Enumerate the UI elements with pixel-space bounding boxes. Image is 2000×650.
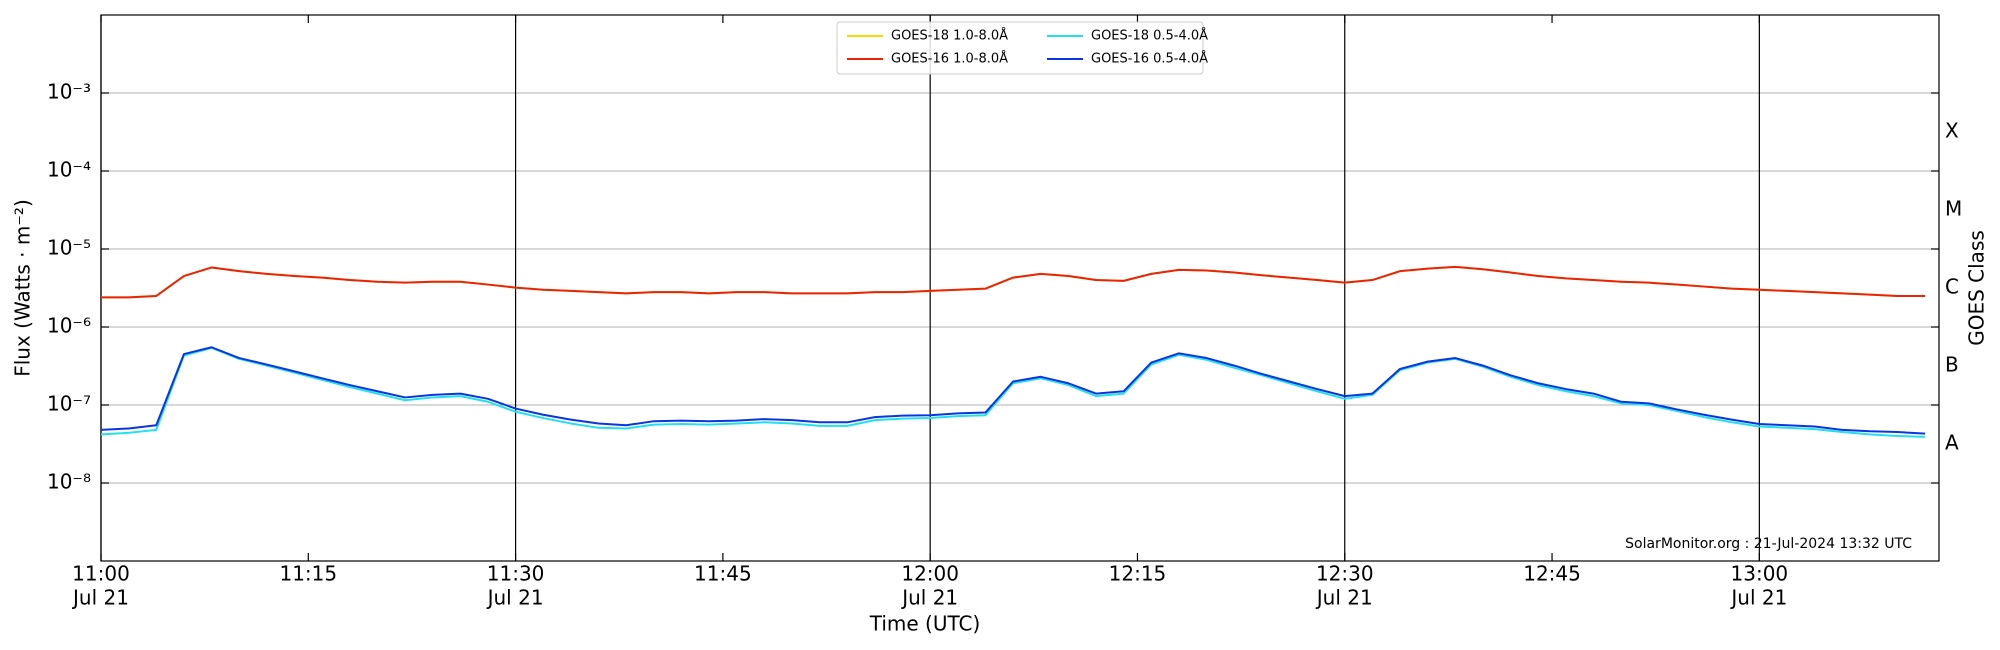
series-line [101, 346, 1926, 435]
x-tick-label: 11:15 [279, 562, 337, 586]
legend-label: GOES-18 1.0-8.0Å [891, 28, 1008, 44]
x-tick-date: Jul 21 [71, 586, 129, 610]
x-tick-label: 12:45 [1523, 562, 1581, 586]
y2-tick-label: M [1945, 197, 1962, 221]
x-tick-date: Jul 21 [900, 586, 958, 610]
y2-tick-label: C [1945, 275, 1959, 299]
x-tick-label: 12:30 [1316, 562, 1374, 586]
x-tick-date: Jul 21 [1729, 586, 1787, 610]
y-tick-label: 10⁻³ [47, 80, 91, 104]
legend: GOES-18 1.0-8.0Å GOES-16 1.0-8.0Å GOES-18 … [836, 21, 1208, 75]
plot-frame [100, 14, 1940, 562]
legend-box [836, 21, 1204, 75]
x-tick-date: Jul 21 [1315, 586, 1373, 610]
x-tick-label: 12:15 [1109, 562, 1167, 586]
y-tick-label: 10⁻⁷ [47, 392, 91, 416]
x-tick-label: 11:00 [72, 562, 130, 586]
legend-label: GOES-16 0.5-4.0Å [1091, 51, 1208, 67]
x-tick-label: 11:45 [694, 562, 752, 586]
x-tick-label: 13:00 [1731, 562, 1789, 586]
x-tick-date: Jul 21 [486, 586, 544, 610]
y-tick-label: 10⁻⁵ [47, 236, 91, 260]
x-axis-label: Time (UTC) [869, 612, 981, 636]
legend-label: GOES-18 0.5-4.0Å [1091, 28, 1208, 44]
y-tick-label: 10⁻⁸ [47, 470, 91, 494]
y-axis-label: Flux (Watts · m⁻²) [11, 199, 35, 377]
series-line [101, 346, 1926, 438]
y-tick-label: 10⁻⁴ [47, 158, 91, 182]
y-tick-label: 10⁻⁶ [47, 314, 91, 338]
x-tick-label: 11:30 [487, 562, 545, 586]
annotation: SolarMonitor.org : 21-Jul-2024 13:32 UTC [1625, 536, 1912, 552]
y2-tick-label: B [1945, 353, 1959, 377]
legend-label: GOES-16 1.0-8.0Å [891, 51, 1008, 67]
x-tick-label: 12:00 [901, 562, 959, 586]
y2-axis-label: GOES Class [1965, 230, 1989, 346]
y2-tick-label: X [1945, 119, 1959, 143]
series-line [101, 265, 1926, 299]
y2-tick-label: A [1945, 431, 1959, 455]
